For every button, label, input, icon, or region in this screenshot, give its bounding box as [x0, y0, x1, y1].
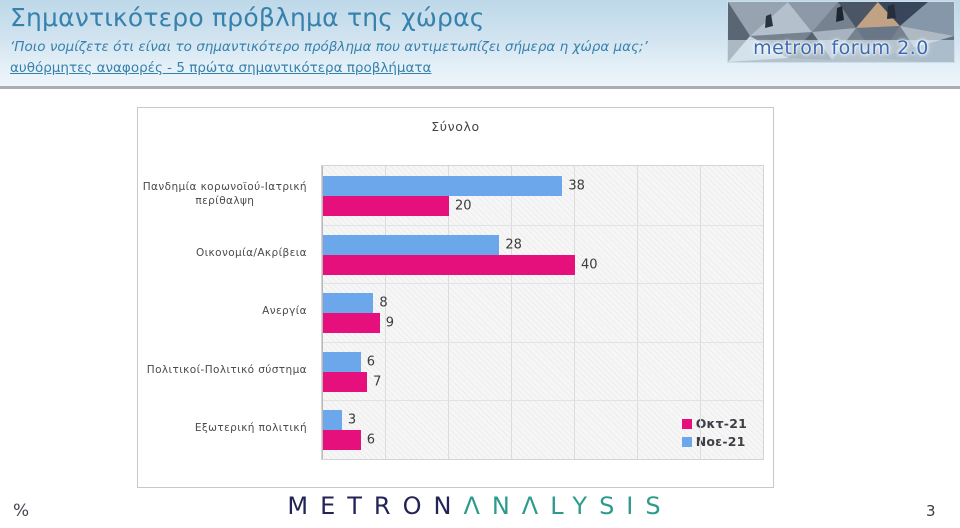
- bar-Νοε-21: 28: [323, 234, 522, 255]
- chart-row: 28 40: [322, 225, 763, 284]
- brand-secondary-text: ΛNΛLYSIS: [463, 492, 673, 520]
- bar-value-label: 3: [347, 412, 357, 428]
- bar-Νοε-21: 3: [323, 410, 356, 431]
- bar-Οκτ-21: 20: [323, 196, 472, 216]
- bar-value-label: 7: [373, 374, 382, 390]
- brand-primary-text: METRON: [287, 492, 464, 520]
- legend-item: Νοε-21: [681, 434, 747, 449]
- bar-value-label: 20: [455, 198, 472, 214]
- bar-value-label: 40: [581, 257, 598, 273]
- page-title: Σημαντικότερο πρόβλημα της χώρας: [10, 3, 485, 32]
- chart-container: Σύνολο Πανδημία κορωνοϊού-Ιατρική περίθα…: [137, 107, 774, 488]
- metron-analysis-logo: METRON ΛNΛLYSIS: [0, 492, 960, 520]
- gridline: [700, 166, 701, 459]
- bar-value-label: 8: [379, 295, 388, 311]
- category-label: Ανεργία: [262, 305, 307, 318]
- bar-Οκτ-21: 7: [323, 371, 381, 392]
- category-label: Πανδημία κορωνοϊού-Ιατρική περίθαλψη: [142, 180, 307, 208]
- metron-forum-logo: metron forum 2.0: [728, 2, 954, 62]
- chart-title: Σύνολο: [431, 119, 480, 134]
- gridline: [637, 166, 638, 459]
- chart-row: 38 20: [322, 166, 763, 225]
- header: Σημαντικότερο πρόβλημα της χώρας ‘Ποιο ν…: [0, 0, 960, 89]
- bar-Νοε-21: 38: [323, 176, 585, 196]
- category-axis: Πανδημία κορωνοϊού-Ιατρική περίθαλψη Οικο…: [138, 165, 314, 460]
- legend-swatch: [681, 418, 692, 429]
- bar-Οκτ-21: 40: [323, 254, 598, 275]
- category-label: Εξωτερική πολιτική: [194, 422, 307, 435]
- bar-Νοε-21: 6: [323, 351, 375, 372]
- gridline: [385, 166, 386, 459]
- legend-item: Οκτ-21: [681, 416, 747, 431]
- gridline: [511, 166, 512, 459]
- survey-note: αυθόρμητες αναφορές - 5 πρώτα σημαντικότ…: [10, 60, 432, 76]
- legend-swatch: [681, 436, 692, 447]
- bar-value-label: 38: [568, 178, 585, 194]
- bar-value-label: 9: [385, 315, 394, 331]
- band-separator: [322, 224, 763, 226]
- chart-legend: Οκτ-21 Νοε-21: [681, 413, 747, 449]
- gridline: [448, 166, 449, 459]
- bar-value-label: 6: [366, 432, 376, 448]
- bar-value-label: 28: [505, 237, 522, 253]
- bar-Οκτ-21: 9: [323, 313, 394, 334]
- unit-label: %: [13, 501, 30, 521]
- category-label: Οικονομία/Ακρίβεια: [195, 246, 307, 259]
- value-axis-line: [322, 166, 323, 459]
- band-separator: [322, 400, 763, 402]
- legend-label: Νοε-21: [695, 434, 746, 449]
- logo-text: metron forum 2.0: [753, 37, 929, 59]
- logo-photo-collage: [728, 2, 954, 62]
- band-separator: [322, 341, 763, 343]
- bar-Οκτ-21: 6: [323, 430, 375, 451]
- survey-question: ‘Ποιο νομίζετε ότι είναι το σημαντικότερ…: [10, 39, 648, 55]
- bar-Νοε-21: 8: [323, 293, 388, 314]
- page-number: 3: [926, 502, 936, 520]
- gridline: [574, 166, 575, 459]
- legend-label: Οκτ-21: [695, 416, 747, 431]
- category-label: Πολιτικοί-Πολιτικό σύστημα: [146, 363, 307, 376]
- band-separator: [322, 283, 763, 285]
- plot-area: Οκτ-21 Νοε-21 38 20 28 40 8 9 6 7 3 6: [321, 165, 764, 460]
- bar-value-label: 6: [366, 354, 376, 370]
